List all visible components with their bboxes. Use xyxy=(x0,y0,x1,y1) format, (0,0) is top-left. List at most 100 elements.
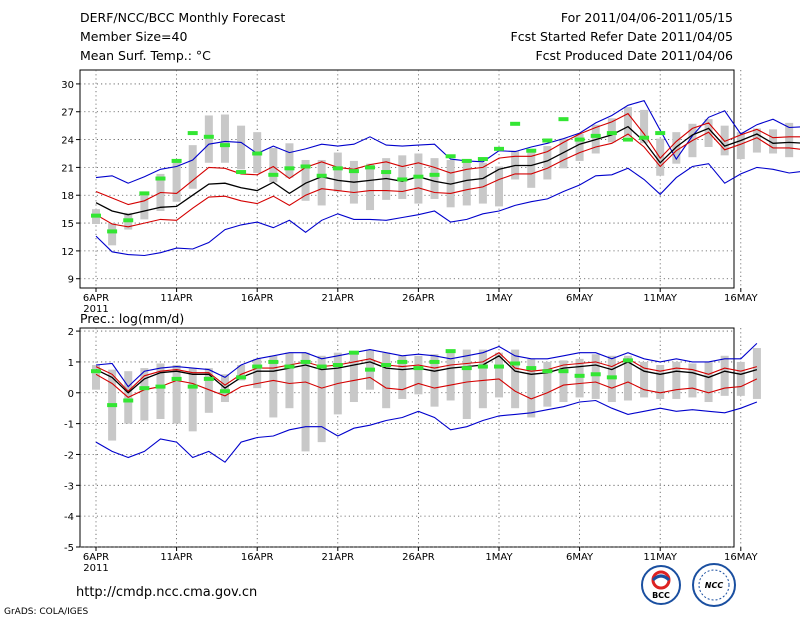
observed-marker xyxy=(461,158,472,163)
member-range-bar xyxy=(640,109,649,144)
member-range-bar xyxy=(430,354,439,407)
bcc-logo-arc-icon xyxy=(651,574,671,582)
figure-title: DERF/NCC/BCC Monthly Forecast xyxy=(80,10,285,25)
observed-marker xyxy=(397,177,408,182)
observed-marker xyxy=(187,131,198,136)
observed-marker xyxy=(397,359,408,364)
member-range-bar xyxy=(672,132,681,164)
observed-marker xyxy=(381,363,392,368)
member-range-bar xyxy=(495,352,503,398)
x-tick-label: 26APR xyxy=(402,552,435,563)
x-tick-label: 11MAY xyxy=(643,552,677,563)
member-range-bar xyxy=(430,158,439,199)
member-range-bar xyxy=(269,355,278,418)
member-range-bar xyxy=(382,352,391,409)
observed-marker xyxy=(91,369,101,374)
member-range-bar xyxy=(704,361,713,403)
member-range-bar xyxy=(478,349,487,409)
member-range-bar xyxy=(398,355,407,399)
observed-marker xyxy=(429,172,440,177)
bcc-logo-text: BCC xyxy=(652,591,670,600)
observed-marker xyxy=(268,359,279,364)
x-tick-label: 1MAY xyxy=(485,293,513,304)
x-tick-label: 6MAY xyxy=(566,293,594,304)
x-tick-label: 21APR xyxy=(322,552,355,563)
x-tick-label: 16APR xyxy=(241,552,274,563)
member-range-bar xyxy=(607,118,616,143)
observed-marker xyxy=(542,138,553,143)
observed-marker xyxy=(203,134,214,139)
x-tick-label: 11APR xyxy=(160,552,193,563)
observed-marker xyxy=(510,361,521,366)
observed-marker xyxy=(300,164,311,169)
observed-marker xyxy=(413,174,424,179)
observed-marker xyxy=(316,173,327,178)
source-url[interactable]: http://cmdp.ncc.cma.gov.cn xyxy=(76,585,257,600)
member-range-bar xyxy=(366,163,375,211)
member-range-bar xyxy=(736,361,745,396)
member-range-bar xyxy=(285,352,294,409)
member-range-bar xyxy=(462,349,471,419)
y-tick-label: -4 xyxy=(64,512,74,523)
observed-marker xyxy=(655,131,666,136)
observed-marker xyxy=(284,364,295,369)
produced-date: Fcst Produced Date 2011/04/06 xyxy=(535,48,733,63)
observed-marker xyxy=(123,218,134,223)
observed-marker xyxy=(219,389,230,394)
y-tick-label: 2 xyxy=(68,327,74,338)
member-range-bar xyxy=(527,358,536,418)
member-range-bar xyxy=(575,134,584,161)
observed-marker xyxy=(510,121,521,126)
x-tick-label: 16APR xyxy=(241,293,274,304)
member-range-bar xyxy=(720,355,729,396)
observed-marker xyxy=(139,386,150,391)
member-range-bar xyxy=(414,355,423,395)
observed-marker xyxy=(107,229,118,234)
observed-marker xyxy=(252,364,263,369)
member-range-bar xyxy=(172,365,181,424)
observed-marker xyxy=(494,146,504,151)
lower-envelope-line xyxy=(95,399,758,463)
observed-marker xyxy=(413,366,424,371)
member-range-bar xyxy=(623,355,632,401)
member-range-bar xyxy=(752,128,761,153)
x-year-label: 2011 xyxy=(83,304,108,315)
observed-marker xyxy=(155,176,166,181)
observed-marker xyxy=(348,350,359,355)
temperature-axes: 9 12 15 18 21 24 27 30 6APR 11APR 16APR 21APR 26APR 1… xyxy=(61,80,758,315)
observed-marker xyxy=(171,376,182,381)
observed-marker xyxy=(558,117,569,122)
bcc-logo: BCC xyxy=(641,565,681,605)
member-range-bar xyxy=(301,159,310,201)
y-tick-label: 1 xyxy=(68,358,74,369)
ncc-logo-text: NCC xyxy=(705,581,724,590)
y-tick-label: -2 xyxy=(64,450,74,461)
grads-credit: GrADS: COLA/IGES xyxy=(4,607,88,617)
upper-spread-line xyxy=(95,112,800,206)
observed-marker xyxy=(526,148,537,153)
observed-marker xyxy=(236,375,247,380)
x-tick-label: 6APR xyxy=(83,293,109,304)
observed-marker xyxy=(332,166,343,171)
member-range-bar xyxy=(446,352,455,401)
member-range-bar xyxy=(672,361,681,399)
member-range-bar xyxy=(688,363,697,398)
member-range-bar xyxy=(220,114,229,163)
y-tick-label: -3 xyxy=(64,481,74,492)
lower-envelope-line xyxy=(95,163,800,257)
member-range-bar xyxy=(204,368,213,413)
member-range-bar xyxy=(140,191,149,220)
temperature-grid xyxy=(80,70,742,288)
observed-marker xyxy=(252,151,263,156)
y-tick-label: 21 xyxy=(61,163,74,174)
observed-marker xyxy=(236,170,247,175)
observed-marker xyxy=(526,366,537,371)
member-range-bar xyxy=(349,354,358,403)
member-range-bar xyxy=(237,125,246,170)
temperature-series xyxy=(95,99,800,257)
precip-series xyxy=(95,343,758,463)
member-range-bar xyxy=(785,122,794,158)
member-range-bar xyxy=(301,352,310,452)
